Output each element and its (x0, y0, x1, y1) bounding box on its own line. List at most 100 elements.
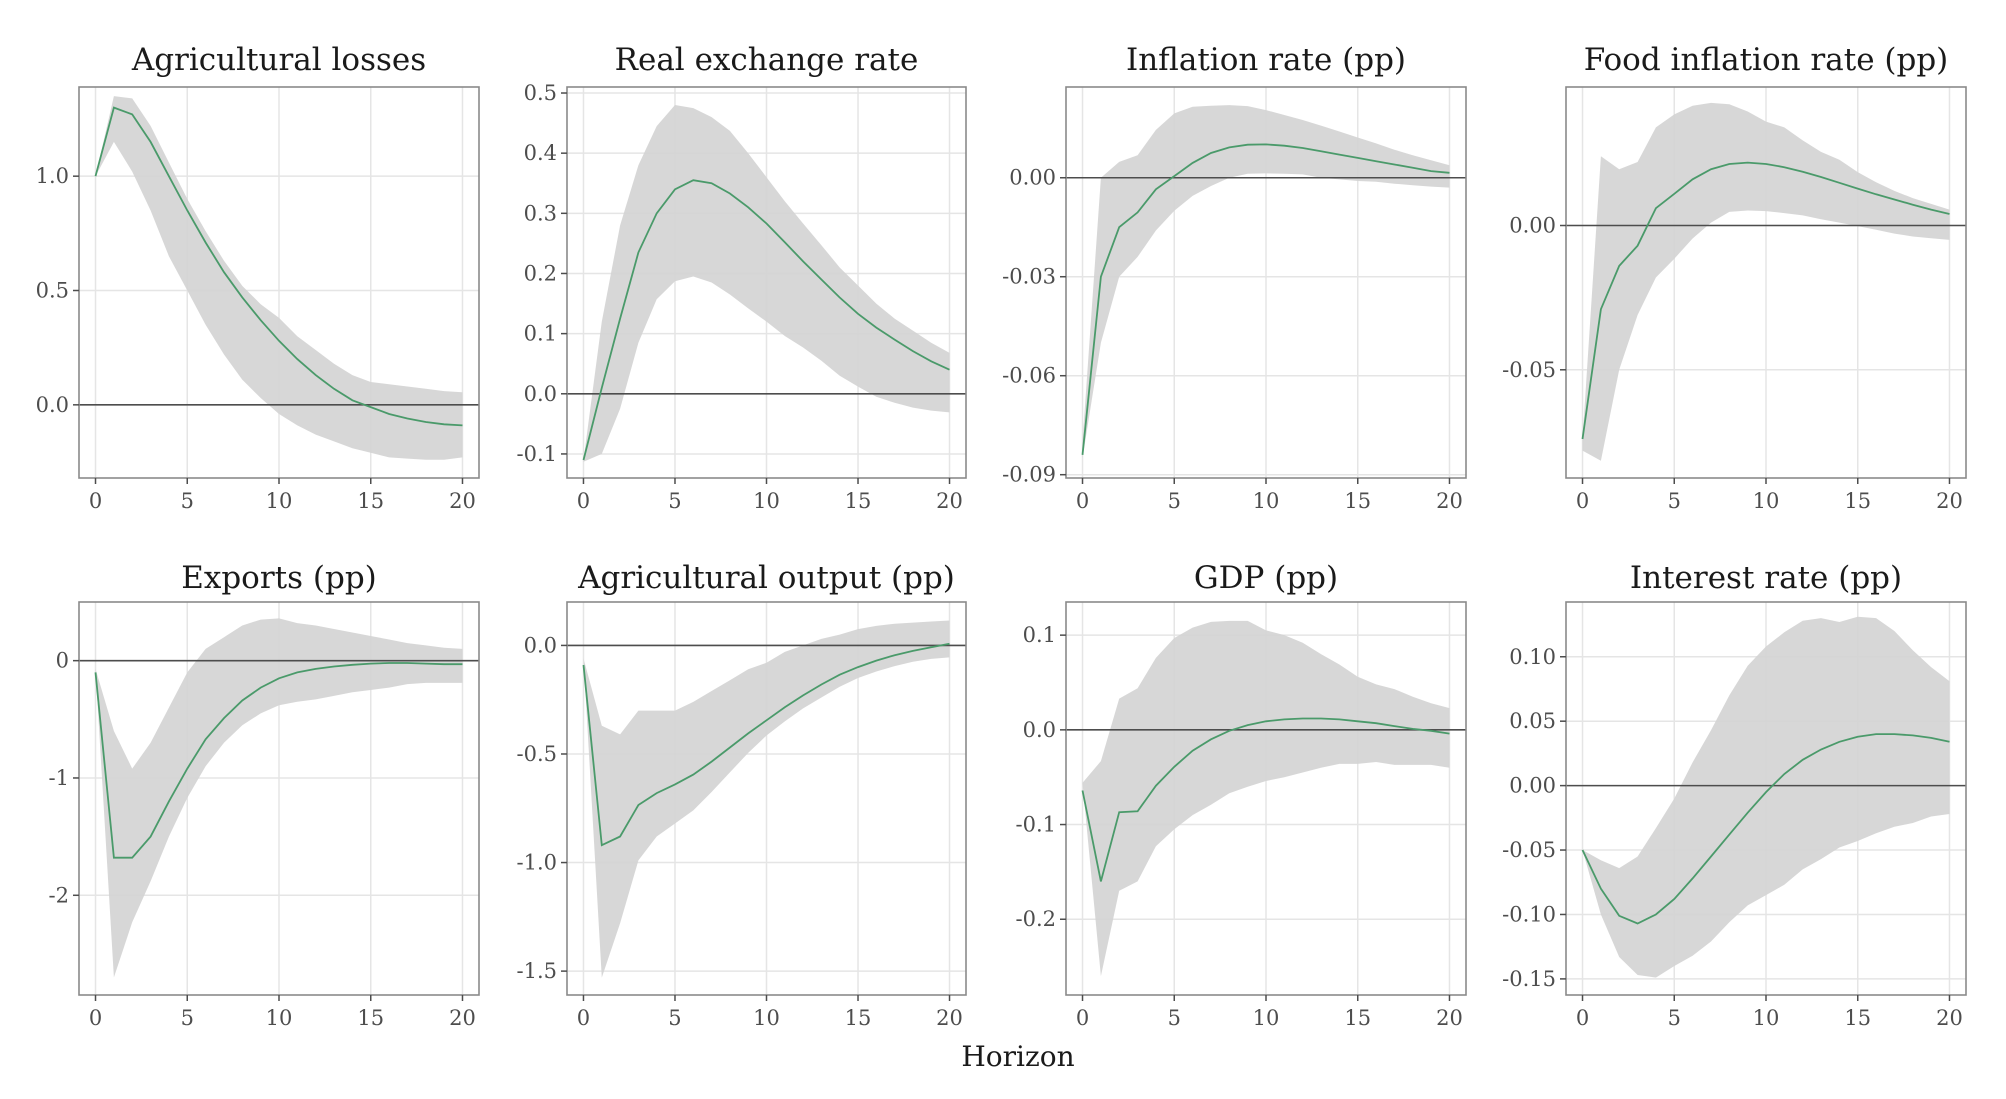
x-tick-label: 10 (1253, 489, 1280, 513)
confidence-band (1082, 620, 1450, 977)
x-tick-label: 0 (1576, 1006, 1589, 1030)
y-tick-label: -0.06 (1002, 364, 1056, 388)
x-tick-label: 15 (357, 1006, 384, 1030)
y-tick-label: 0.4 (524, 141, 557, 165)
x-tick-label: 5 (668, 489, 681, 513)
x-tick-label: 15 (845, 1006, 872, 1030)
y-tick-label: -0.10 (1502, 902, 1556, 926)
x-tick-label: 0 (577, 489, 590, 513)
panel-food-inflation-rate-pp: Food inflation rate (pp) 0 5 10 15 20 -0.05 0.0… (1502, 42, 1967, 513)
x-tick-label: 5 (181, 1006, 194, 1030)
y-tick-label: 0.0 (36, 393, 69, 417)
y-tick-label: -2 (49, 883, 69, 907)
confidence-band (1082, 105, 1450, 459)
x-tick-label: 10 (266, 1006, 293, 1030)
x-tick-label: 5 (1668, 489, 1681, 513)
y-tick-label: 0.10 (1509, 645, 1556, 669)
panel-agricultural-losses: Agricultural losses 0 5 10 15 20 0.0 0.5 1.0 (36, 42, 480, 513)
median-response-line (1581, 733, 1950, 925)
median-response-line (582, 642, 950, 847)
x-tick-label: 0 (89, 1006, 102, 1030)
panel-title: Interest rate (pp) (1630, 560, 1902, 596)
median-response-line (582, 179, 950, 461)
y-tick-label: 0.0 (1023, 718, 1056, 742)
panel-inflation-rate-pp: Inflation rate (pp) 0 5 10 15 20 -0.09 -0.06 -0.… (1002, 42, 1467, 513)
x-tick-label: 0 (1576, 489, 1589, 513)
panel-title: Food inflation rate (pp) (1584, 42, 1949, 78)
x-tick-label: 15 (1344, 1006, 1371, 1030)
x-tick-label: 0 (577, 1006, 590, 1030)
y-tick-label: 0.00 (1509, 774, 1556, 798)
x-tick-label: 15 (1844, 1006, 1871, 1030)
median-response-line (1081, 143, 1450, 455)
y-tick-label: -0.1 (517, 442, 558, 466)
panel-real-exchange-rate: Real exchange rate 0 5 10 15 20 -0.1 0.0 0.1 0.2 0… (517, 42, 967, 513)
x-tick-label: 20 (449, 489, 476, 513)
x-tick-label: 15 (1344, 489, 1371, 513)
panel-title: Agricultural losses (131, 42, 426, 78)
panel-title: Real exchange rate (615, 42, 919, 78)
y-tick-label: 1.0 (36, 164, 69, 188)
median-response-line (1581, 161, 1950, 440)
x-tick-label: 5 (1668, 1006, 1681, 1030)
panel-interest-rate-pp: Interest rate (pp) 0 5 10 15 20 -0.15 -0.10 -0.0… (1502, 560, 1967, 1030)
median-response-line (94, 662, 463, 859)
y-tick-label: 0.0 (524, 633, 557, 657)
x-tick-label: 20 (936, 489, 963, 513)
confidence-band (95, 618, 463, 978)
y-tick-label: 0.2 (524, 261, 557, 285)
panel-agricultural-output-pp: Agricultural output (pp) 0 5 10 15 20 -1.5 -1.0… (517, 560, 967, 1030)
x-tick-label: 5 (1168, 489, 1181, 513)
y-tick-label: -0.09 (1002, 463, 1056, 487)
y-tick-label: 0.1 (1023, 623, 1056, 647)
panel-title: Agricultural output (pp) (577, 560, 955, 596)
x-tick-label: 5 (668, 1006, 681, 1030)
x-tick-label: 0 (89, 489, 102, 513)
y-tick-label: 0.1 (524, 322, 557, 346)
y-tick-label: -0.2 (1016, 907, 1057, 931)
y-tick-label: 0.0 (524, 382, 557, 406)
y-tick-label: -0.1 (1016, 813, 1057, 837)
x-tick-label: 0 (1076, 489, 1089, 513)
x-tick-label: 20 (449, 1006, 476, 1030)
confidence-band (95, 96, 463, 460)
y-tick-label: -0.05 (1502, 358, 1556, 382)
x-tick-label: 20 (1436, 1006, 1463, 1030)
y-tick-label: 0.00 (1009, 166, 1056, 190)
y-tick-label: 0 (56, 649, 69, 673)
x-tick-label: 10 (753, 1006, 780, 1030)
y-tick-label: -1.5 (517, 959, 558, 983)
confidence-band (1582, 102, 1950, 461)
y-tick-label: -0.15 (1502, 967, 1556, 991)
x-tick-label: 5 (181, 489, 194, 513)
x-tick-label: 20 (1436, 489, 1463, 513)
median-response-line (94, 106, 463, 427)
x-tick-label: 10 (1753, 489, 1780, 513)
y-tick-label: -0.05 (1502, 838, 1556, 862)
x-tick-label: 10 (1753, 1006, 1780, 1030)
y-tick-label: -1 (49, 766, 69, 790)
y-tick-label: -0.5 (517, 742, 558, 766)
x-axis-label-horizon: Horizon (961, 1040, 1074, 1073)
panels: Agricultural losses 0 5 10 15 20 0.0 0.5 1.0 Real… (36, 42, 1967, 1030)
x-tick-label: 15 (357, 489, 384, 513)
y-tick-label: 0.5 (36, 279, 69, 303)
y-tick-label: 0.00 (1509, 214, 1556, 238)
x-tick-label: 5 (1168, 1006, 1181, 1030)
x-tick-label: 0 (1076, 1006, 1089, 1030)
panel-title: Exports (pp) (181, 560, 377, 596)
panel-title: GDP (pp) (1194, 560, 1338, 596)
confidence-band (583, 620, 950, 978)
confidence-band (1582, 616, 1950, 978)
y-tick-label: -1.0 (517, 851, 558, 875)
y-tick-label: -0.03 (1002, 265, 1056, 289)
y-tick-label: 0.5 (524, 81, 557, 105)
panel-exports-pp: Exports (pp) 0 5 10 15 20 -2 -1 0 (49, 560, 480, 1030)
x-tick-label: 10 (266, 489, 293, 513)
x-tick-label: 15 (1844, 489, 1871, 513)
y-tick-label: 0.3 (524, 201, 557, 225)
x-tick-label: 20 (1936, 489, 1963, 513)
y-tick-label: 0.05 (1509, 709, 1556, 733)
x-tick-label: 15 (845, 489, 872, 513)
